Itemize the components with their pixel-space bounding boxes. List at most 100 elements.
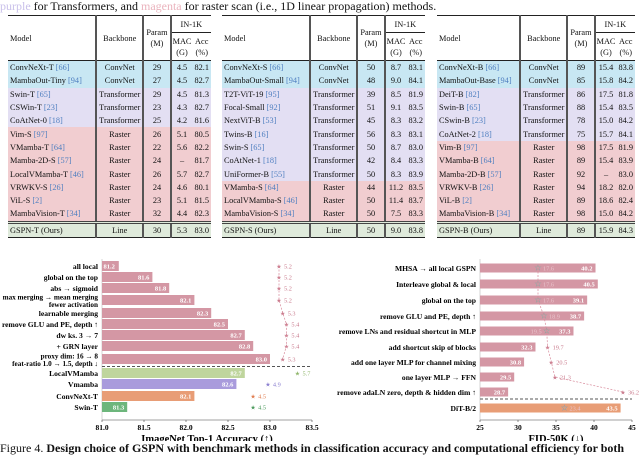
- citation-link[interactable]: [97]: [33, 129, 48, 139]
- param-cell: 98: [566, 207, 595, 223]
- bar-category-label: learnable merging: [39, 309, 98, 318]
- model-cell: VRWKV-B [26]: [437, 180, 521, 194]
- citation-link[interactable]: [23]: [471, 116, 486, 126]
- citation-link[interactable]: [95]: [265, 89, 280, 99]
- marker-value-label: 17.6: [543, 282, 554, 289]
- bar-category-label: add one layer MLP for channel mixing: [351, 358, 476, 367]
- acc-cell: 82.4: [616, 193, 635, 208]
- citation-link[interactable]: [2]: [32, 196, 43, 206]
- param-cell: 30: [142, 220, 171, 238]
- citation-link[interactable]: [53]: [262, 116, 277, 126]
- param-cell: 89: [566, 154, 595, 168]
- col-acc: Acc (%): [192, 32, 211, 61]
- col-group: IN-1K: [593, 15, 635, 34]
- acc-cell: 84.3: [616, 220, 635, 238]
- mac-cell: 18.6: [593, 193, 617, 208]
- citation-link[interactable]: [66]: [269, 63, 284, 73]
- bar-value-label: 82.7: [230, 371, 242, 378]
- citation-link[interactable]: [18]: [477, 129, 492, 139]
- citation-link[interactable]: [94]: [68, 76, 82, 86]
- param-cell: 51: [356, 100, 385, 115]
- bar-category-label: Vmamba: [68, 380, 98, 389]
- citation-link[interactable]: [64]: [51, 142, 65, 152]
- model-cell: ViL-S [2]: [8, 193, 97, 208]
- citation-link[interactable]: [92]: [266, 103, 281, 113]
- citation-link[interactable]: [34]: [496, 209, 511, 219]
- citation-link[interactable]: [23]: [43, 103, 58, 113]
- table-row: MambaOut-Tiny [94] ConvNet 27 4.5 82.7: [8, 74, 211, 88]
- mac-cell: 5.1: [169, 127, 193, 141]
- citation-link[interactable]: [82]: [465, 89, 480, 99]
- bar: [102, 272, 153, 282]
- acc-cell: 84.2: [616, 207, 635, 223]
- citation-link[interactable]: [66]: [485, 63, 500, 73]
- citation-link[interactable]: [34]: [280, 209, 295, 219]
- param-cell: 29: [142, 87, 171, 101]
- citation-link[interactable]: [46]: [69, 169, 84, 179]
- model-cell: MambaOut-Tiny [94]: [8, 74, 97, 88]
- table-row: CSwin-B [23] Transformer 78 15.0 84.2: [437, 114, 635, 128]
- backbone-cell: Transformer: [95, 87, 144, 101]
- col-model: Model: [222, 15, 311, 61]
- mac-cell: 4.6: [169, 180, 193, 194]
- citation-link[interactable]: [57]: [487, 169, 502, 179]
- param-cell: 50: [356, 140, 385, 155]
- param-cell: 29: [142, 60, 171, 75]
- citation-link[interactable]: [18]: [262, 156, 277, 166]
- citation-link[interactable]: [16]: [254, 129, 269, 139]
- table-row: Vim-S [97] Raster 26 5.1 80.5: [8, 127, 211, 141]
- table-row: Mamba-2D-S [57] Raster 24 – 81.7: [8, 154, 211, 168]
- marker-value-label: 5.4: [291, 344, 300, 351]
- mac-cell: 9.0: [383, 74, 407, 88]
- col-group: IN-1K: [383, 15, 425, 34]
- mac-cell: 15.9: [593, 220, 617, 238]
- bar-value-label: 40.5: [583, 282, 595, 289]
- x-tick-label: 83.0: [263, 423, 276, 432]
- marker-value-label: 17.6: [543, 298, 554, 305]
- bar-value-label: 82.1: [180, 394, 191, 401]
- citation-link[interactable]: [94]: [497, 76, 512, 86]
- citation-link[interactable]: [26]: [479, 182, 494, 192]
- bar-category-label: remove adaLN zero, depth & hidden dim ↑: [337, 388, 476, 397]
- citation-link[interactable]: [65]: [36, 89, 51, 99]
- table-row: CoAtNet-2 [18] Transformer 75 15.7 84.1: [437, 127, 635, 141]
- marker-value-label: 5.3: [288, 311, 296, 318]
- bar: [102, 308, 212, 318]
- model-cell: Vim-B [97]: [437, 140, 521, 155]
- citation-link[interactable]: [18]: [48, 116, 63, 126]
- table-row: Swin-S [65] Transformer 50 8.7 83.0: [222, 140, 425, 155]
- param-cell: 48: [356, 74, 385, 88]
- figure-caption: Figure 4. Design choice of GSPN with ben…: [0, 441, 625, 455]
- model-cell: CoAtNet-2 [18]: [437, 127, 521, 141]
- citation-link[interactable]: [64]: [264, 182, 279, 192]
- model-cell: VMamba-T [64]: [8, 140, 97, 155]
- mac-cell: 18.2: [593, 180, 617, 194]
- model-cell: Swin-B [65]: [437, 100, 521, 115]
- bar-category-label: global on the top: [422, 296, 476, 305]
- table-row: UniFormer-B [55] Transformer 50 8.3 83.9: [222, 167, 425, 181]
- citation-link[interactable]: [94]: [286, 76, 300, 86]
- citation-link[interactable]: [97]: [463, 142, 478, 152]
- citation-link[interactable]: [57]: [57, 156, 72, 166]
- backbone-cell: Transformer: [309, 154, 358, 168]
- bar-value-label: 38.7: [570, 314, 582, 321]
- marker-value-label: 5.3: [288, 357, 296, 364]
- mac-cell: –: [593, 167, 617, 181]
- citation-link[interactable]: [55]: [271, 169, 285, 179]
- citation-link[interactable]: [2]: [462, 196, 472, 206]
- col-mac: MAC (G): [169, 32, 193, 61]
- citation-link[interactable]: [46]: [283, 196, 298, 206]
- citation-link[interactable]: [65]: [466, 103, 481, 113]
- param-cell: 78: [566, 114, 595, 128]
- model-cell: T2T-ViT-19 [95]: [222, 87, 311, 101]
- citation-link[interactable]: [66]: [55, 63, 70, 73]
- param-cell: 32: [142, 207, 171, 223]
- citation-link[interactable]: [65]: [250, 142, 265, 152]
- bar-category-label: fewer activation: [49, 301, 98, 309]
- bar: [102, 330, 245, 340]
- acc-cell: 81.6: [192, 114, 211, 128]
- citation-link[interactable]: [34]: [66, 209, 81, 219]
- acc-cell: 81.7: [192, 154, 211, 168]
- citation-link[interactable]: [26]: [49, 182, 64, 192]
- citation-link[interactable]: [64]: [480, 156, 495, 166]
